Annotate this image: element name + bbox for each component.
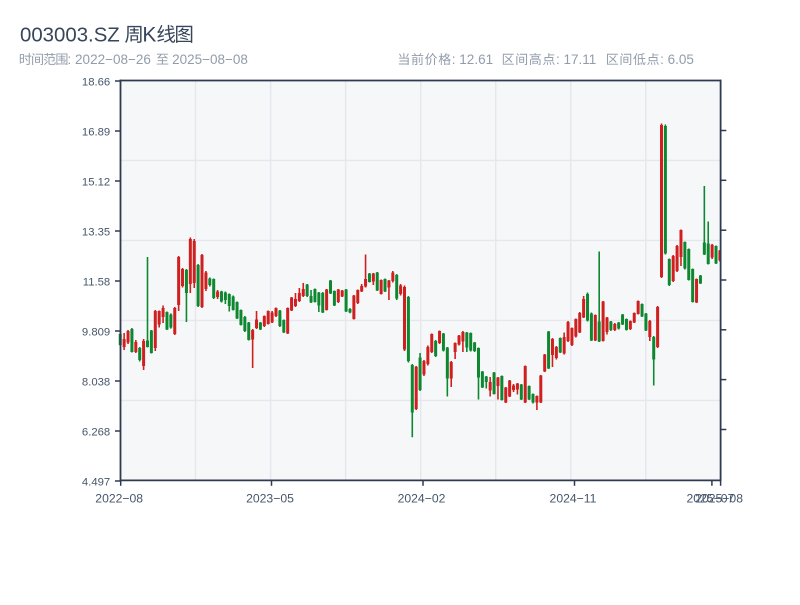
- svg-text:11.58: 11.58: [83, 277, 110, 289]
- svg-text:2024−02: 2024−02: [398, 491, 446, 505]
- svg-text:: 12.61: : 12.61: [452, 52, 493, 67]
- svg-text:16.89: 16.89: [82, 127, 110, 139]
- svg-text:13.35: 13.35: [82, 227, 110, 239]
- svg-text:2023−05: 2023−05: [246, 491, 294, 505]
- svg-text:6.268: 6.268: [82, 427, 110, 439]
- svg-text:15.12: 15.12: [82, 177, 110, 189]
- svg-text:2024−11: 2024−11: [550, 491, 597, 505]
- svg-text:: 17.11: : 17.11: [556, 52, 596, 67]
- svg-text:4.497: 4.497: [82, 477, 110, 489]
- svg-text:: 2022−08−26: : 2022−08−26: [68, 52, 151, 67]
- svg-text:2025−08: 2025−08: [695, 491, 743, 505]
- svg-text:2025−08−08: 2025−08−08: [172, 52, 248, 67]
- svg-text:2025−07: 2025−07: [687, 491, 735, 505]
- svg-text:9.809: 9.809: [82, 327, 110, 339]
- svg-text:003003.SZ: 003003.SZ: [20, 24, 120, 46]
- svg-text:18.66: 18.66: [82, 77, 110, 89]
- svg-text:8.038: 8.038: [82, 377, 110, 389]
- svg-text:2022−08: 2022−08: [95, 491, 143, 505]
- svg-text:: 6.05: : 6.05: [660, 52, 694, 67]
- svg-text:K: K: [142, 23, 156, 46]
